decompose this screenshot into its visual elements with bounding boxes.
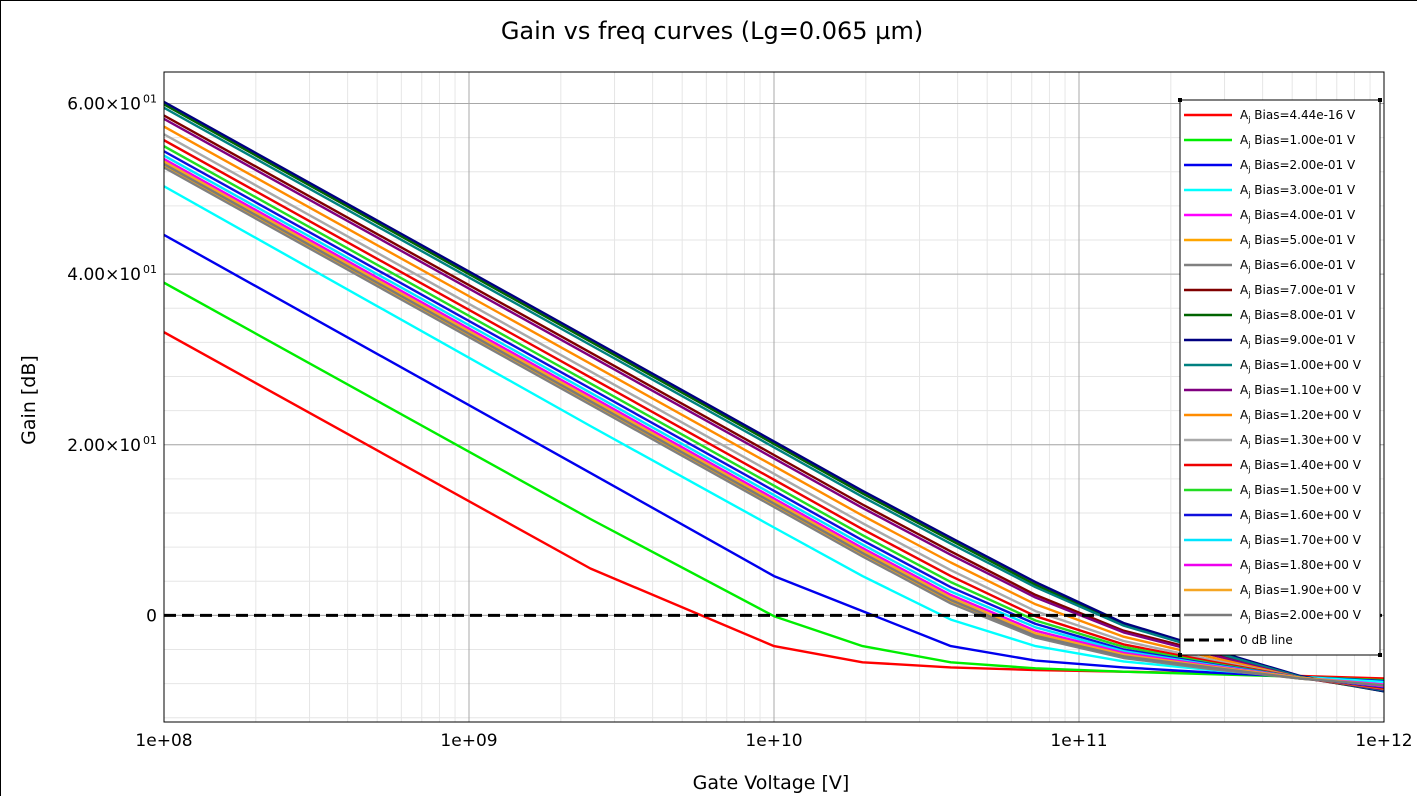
legend-entry: Aj Bias=1.00e-01 V [1240, 133, 1356, 149]
legend-handle [1178, 98, 1182, 102]
legend-handle [1178, 653, 1182, 657]
legend-entry: Aj Bias=3.00e-01 V [1240, 183, 1356, 199]
legend-entry: Aj Bias=2.00e-01 V [1240, 158, 1356, 174]
legend-entry: 0 dB line [1240, 633, 1293, 647]
x-tick-label: 1e+08 [135, 731, 192, 751]
legend-entry: Aj Bias=7.00e-01 V [1240, 283, 1356, 299]
x-tick-label: 1e+11 [1050, 731, 1107, 751]
y-tick-exponent: 01 [143, 263, 157, 276]
legend-entry: Aj Bias=1.60e+00 V [1240, 508, 1362, 524]
legend-entry: Aj Bias=1.80e+00 V [1240, 558, 1362, 574]
legend-entry: Aj Bias=1.30e+00 V [1240, 433, 1362, 449]
y-tick-exponent: 01 [143, 434, 157, 447]
y-tick-label: 0 [146, 606, 157, 626]
plot-frame [163, 71, 1385, 723]
y-tick-label: 4.00×10 [67, 265, 141, 285]
series-line-10 [164, 100, 1384, 693]
legend-entry: Aj Bias=1.00e+00 V [1240, 358, 1362, 374]
legend-handle [1378, 653, 1382, 657]
x-tick-label: 1e+09 [440, 731, 497, 751]
legend-entry: Aj Bias=1.20e+00 V [1240, 408, 1362, 424]
y-tick-label: 2.00×10 [67, 436, 141, 456]
legend: Aj Bias=4.44e-16 V Aj Bias=1.00e-01 V Aj B… [1178, 98, 1382, 657]
y-tick-exponent: 01 [143, 93, 157, 106]
legend-entry: Aj Bias=1.50e+00 V [1240, 483, 1362, 499]
y-axis-label: Gain [dB] [18, 355, 40, 445]
legend-entry: Aj Bias=6.00e-01 V [1240, 258, 1356, 274]
legend-handle [1378, 98, 1382, 102]
series-line-13 [164, 125, 1384, 690]
x-axis-label: Gate Voltage [V] [693, 772, 850, 794]
x-tick-label: 1e+10 [745, 731, 802, 751]
y-tick-label: 6.00×10 [67, 95, 141, 115]
legend-entry: Aj Bias=4.44e-16 V [1240, 108, 1356, 124]
legend-entry: Aj Bias=1.70e+00 V [1240, 533, 1362, 549]
series-line-11 [164, 106, 1384, 692]
legend-entry: Aj Bias=1.10e+00 V [1240, 383, 1362, 399]
legend-box [1179, 99, 1381, 656]
legend-entry: Aj Bias=8.00e-01 V [1240, 308, 1356, 324]
series-line-12 [164, 117, 1384, 691]
legend-entry: Aj Bias=2.00e+00 V [1240, 608, 1362, 624]
legend-entry: Aj Bias=1.40e+00 V [1240, 458, 1362, 474]
legend-entry: Aj Bias=9.00e-01 V [1240, 333, 1356, 349]
series-line-21 [164, 163, 1384, 687]
chart-title: Gain vs freq curves (Lg=0.065 µm) [501, 17, 923, 45]
legend-entry: Aj Bias=4.00e-01 V [1240, 208, 1356, 224]
legend-entry: Aj Bias=5.00e-01 V [1240, 233, 1356, 249]
x-tick-label: 1e+12 [1355, 731, 1412, 751]
legend-entry: Aj Bias=1.90e+00 V [1240, 583, 1362, 599]
